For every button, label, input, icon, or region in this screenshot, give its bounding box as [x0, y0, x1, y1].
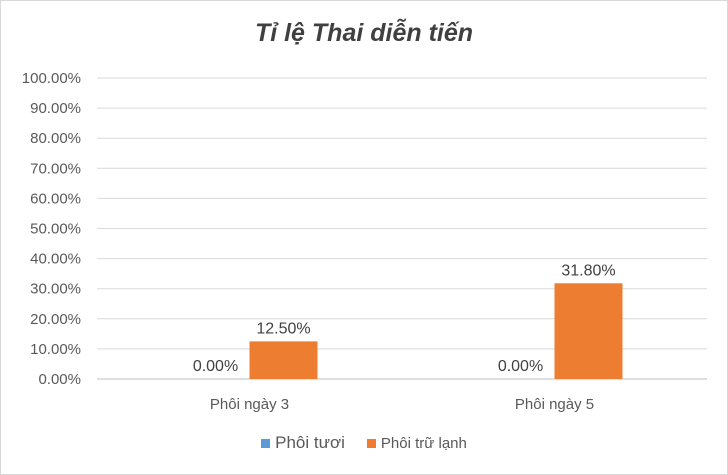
y-tick-label: 90.00%	[30, 100, 81, 117]
y-tick-label: 60.00%	[30, 190, 81, 207]
y-tick-label: 80.00%	[30, 130, 81, 147]
legend-label-series-2: Phôi trữ lạnh	[380, 434, 467, 452]
y-tick-label: 0.00%	[38, 371, 81, 388]
y-tick-label: 20.00%	[30, 311, 81, 328]
x-category-label: Phôi ngày 3	[210, 396, 289, 413]
legend-item-series-1: Phôi tươi	[261, 433, 345, 453]
legend-swatch-series-1	[261, 438, 271, 448]
legend-label-series-1: Phôi tươi	[275, 433, 345, 452]
data-label: 0.00%	[193, 358, 238, 375]
bar	[249, 341, 318, 379]
data-label: 0.00%	[498, 358, 543, 375]
y-tick-label: 40.00%	[30, 251, 81, 268]
x-category-label: Phôi ngày 5	[515, 396, 594, 413]
y-tick-label: 50.00%	[30, 221, 81, 238]
y-tick-label: 30.00%	[30, 281, 81, 298]
chart-legend: Phôi tươi Phôi trữ lạnh	[1, 433, 727, 453]
y-tick-label: 100.00%	[22, 70, 81, 87]
data-label: 12.50%	[256, 320, 310, 337]
data-label: 31.80%	[561, 262, 615, 279]
bar	[554, 283, 623, 379]
chart-title: Tỉ lệ Thai diễn tiến	[254, 19, 474, 47]
legend-swatch-series-2	[366, 438, 376, 448]
y-tick-label: 70.00%	[30, 160, 81, 177]
legend-item-series-2: Phôi trữ lạnh	[366, 434, 467, 452]
y-tick-label: 10.00%	[30, 341, 81, 358]
